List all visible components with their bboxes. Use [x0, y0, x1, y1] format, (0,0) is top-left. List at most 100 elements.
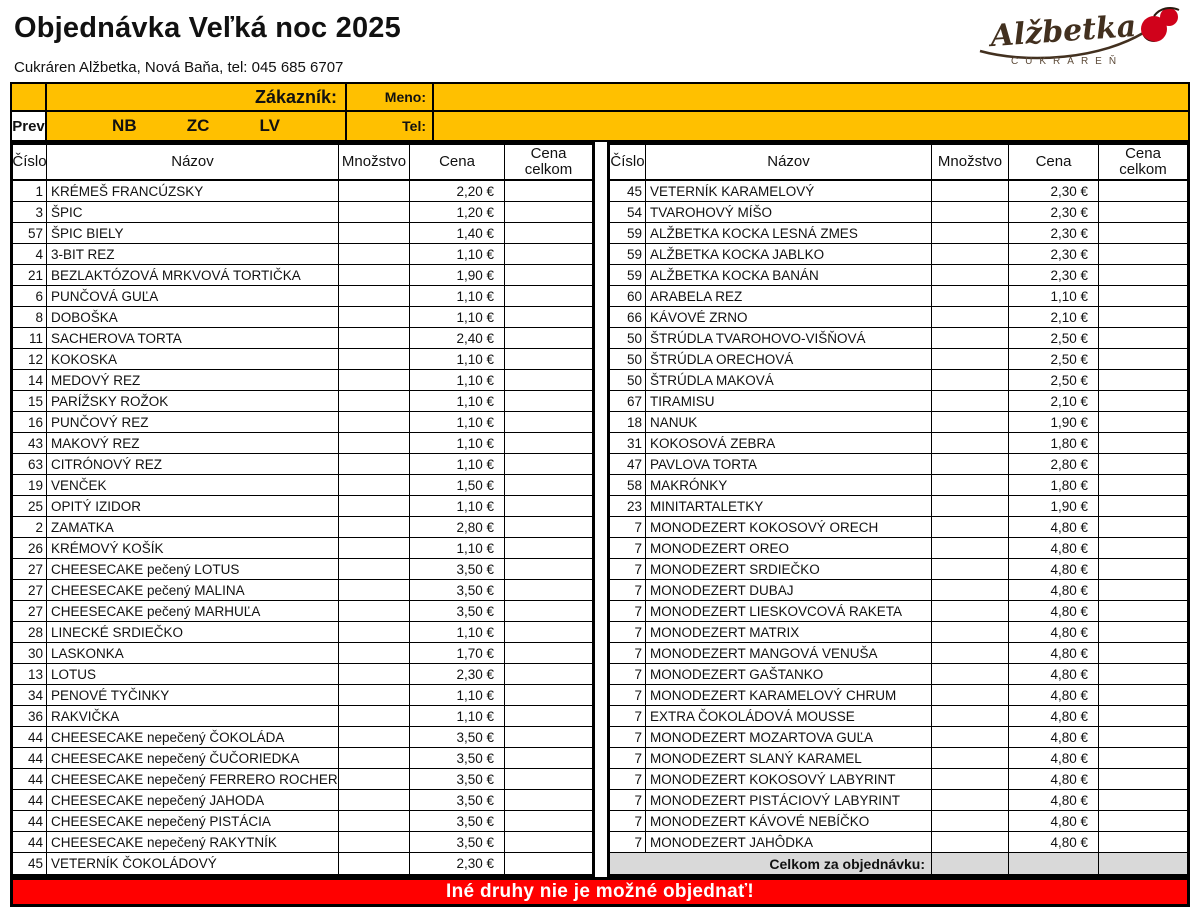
branch-option-zc[interactable]: ZC — [186, 116, 210, 135]
quantity-input-cell[interactable] — [932, 181, 1009, 201]
line-total-cell[interactable] — [505, 601, 592, 621]
quantity-input-cell[interactable] — [339, 580, 410, 600]
line-total-cell[interactable] — [1099, 685, 1187, 705]
quantity-input-cell[interactable] — [339, 433, 410, 453]
quantity-input-cell[interactable] — [932, 412, 1009, 432]
quantity-input-cell[interactable] — [339, 706, 410, 726]
line-total-cell[interactable] — [505, 433, 592, 453]
line-total-cell[interactable] — [505, 307, 592, 327]
quantity-input-cell[interactable] — [932, 559, 1009, 579]
quantity-input-cell[interactable] — [339, 832, 410, 852]
line-total-cell[interactable] — [1099, 727, 1187, 747]
line-total-cell[interactable] — [505, 286, 592, 306]
line-total-cell[interactable] — [505, 832, 592, 852]
quantity-input-cell[interactable] — [339, 790, 410, 810]
line-total-cell[interactable] — [505, 727, 592, 747]
line-total-cell[interactable] — [505, 391, 592, 411]
line-total-cell[interactable] — [505, 181, 592, 201]
quantity-input-cell[interactable] — [932, 433, 1009, 453]
quantity-input-cell[interactable] — [932, 811, 1009, 831]
line-total-cell[interactable] — [1099, 349, 1187, 369]
quantity-input-cell[interactable] — [339, 307, 410, 327]
quantity-input-cell[interactable] — [339, 223, 410, 243]
grand-total-quantity-cell[interactable] — [932, 853, 1009, 874]
quantity-input-cell[interactable] — [932, 307, 1009, 327]
quantity-input-cell[interactable] — [932, 706, 1009, 726]
line-total-cell[interactable] — [505, 454, 592, 474]
line-total-cell[interactable] — [1099, 769, 1187, 789]
quantity-input-cell[interactable] — [339, 391, 410, 411]
line-total-cell[interactable] — [1099, 664, 1187, 684]
quantity-input-cell[interactable] — [339, 769, 410, 789]
line-total-cell[interactable] — [505, 202, 592, 222]
quantity-input-cell[interactable] — [932, 538, 1009, 558]
line-total-cell[interactable] — [1099, 391, 1187, 411]
line-total-cell[interactable] — [1099, 706, 1187, 726]
quantity-input-cell[interactable] — [339, 370, 410, 390]
quantity-input-cell[interactable] — [932, 601, 1009, 621]
line-total-cell[interactable] — [1099, 538, 1187, 558]
line-total-cell[interactable] — [505, 538, 592, 558]
quantity-input-cell[interactable] — [339, 286, 410, 306]
grand-total-price-cell[interactable] — [1009, 853, 1099, 874]
line-total-cell[interactable] — [505, 811, 592, 831]
quantity-input-cell[interactable] — [339, 412, 410, 432]
line-total-cell[interactable] — [505, 517, 592, 537]
quantity-input-cell[interactable] — [932, 517, 1009, 537]
line-total-cell[interactable] — [505, 412, 592, 432]
line-total-cell[interactable] — [1099, 454, 1187, 474]
quantity-input-cell[interactable] — [339, 538, 410, 558]
line-total-cell[interactable] — [1099, 517, 1187, 537]
quantity-input-cell[interactable] — [932, 580, 1009, 600]
quantity-input-cell[interactable] — [339, 496, 410, 516]
line-total-cell[interactable] — [505, 559, 592, 579]
quantity-input-cell[interactable] — [932, 685, 1009, 705]
quantity-input-cell[interactable] — [932, 349, 1009, 369]
quantity-input-cell[interactable] — [932, 664, 1009, 684]
quantity-input-cell[interactable] — [339, 202, 410, 222]
line-total-cell[interactable] — [505, 370, 592, 390]
quantity-input-cell[interactable] — [339, 517, 410, 537]
quantity-input-cell[interactable] — [339, 853, 410, 874]
line-total-cell[interactable] — [1099, 265, 1187, 285]
phone-input[interactable] — [434, 112, 1188, 140]
line-total-cell[interactable] — [1099, 601, 1187, 621]
line-total-cell[interactable] — [1099, 307, 1187, 327]
quantity-input-cell[interactable] — [339, 685, 410, 705]
line-total-cell[interactable] — [505, 748, 592, 768]
quantity-input-cell[interactable] — [339, 748, 410, 768]
quantity-input-cell[interactable] — [932, 244, 1009, 264]
line-total-cell[interactable] — [1099, 433, 1187, 453]
line-total-cell[interactable] — [505, 328, 592, 348]
line-total-cell[interactable] — [1099, 244, 1187, 264]
quantity-input-cell[interactable] — [932, 370, 1009, 390]
grand-total-sum-cell[interactable] — [1099, 853, 1187, 874]
quantity-input-cell[interactable] — [932, 328, 1009, 348]
quantity-input-cell[interactable] — [932, 202, 1009, 222]
quantity-input-cell[interactable] — [932, 391, 1009, 411]
line-total-cell[interactable] — [1099, 580, 1187, 600]
quantity-input-cell[interactable] — [932, 643, 1009, 663]
quantity-input-cell[interactable] — [932, 832, 1009, 852]
line-total-cell[interactable] — [505, 223, 592, 243]
line-total-cell[interactable] — [1099, 748, 1187, 768]
quantity-input-cell[interactable] — [932, 223, 1009, 243]
line-total-cell[interactable] — [505, 685, 592, 705]
line-total-cell[interactable] — [1099, 181, 1187, 201]
quantity-input-cell[interactable] — [339, 454, 410, 474]
line-total-cell[interactable] — [505, 706, 592, 726]
line-total-cell[interactable] — [505, 475, 592, 495]
line-total-cell[interactable] — [505, 664, 592, 684]
line-total-cell[interactable] — [1099, 622, 1187, 642]
quantity-input-cell[interactable] — [339, 328, 410, 348]
quantity-input-cell[interactable] — [932, 475, 1009, 495]
quantity-input-cell[interactable] — [339, 643, 410, 663]
quantity-input-cell[interactable] — [932, 454, 1009, 474]
line-total-cell[interactable] — [1099, 475, 1187, 495]
branch-option-nb[interactable]: NB — [112, 116, 137, 135]
line-total-cell[interactable] — [1099, 412, 1187, 432]
line-total-cell[interactable] — [505, 580, 592, 600]
quantity-input-cell[interactable] — [339, 559, 410, 579]
line-total-cell[interactable] — [1099, 811, 1187, 831]
quantity-input-cell[interactable] — [339, 244, 410, 264]
